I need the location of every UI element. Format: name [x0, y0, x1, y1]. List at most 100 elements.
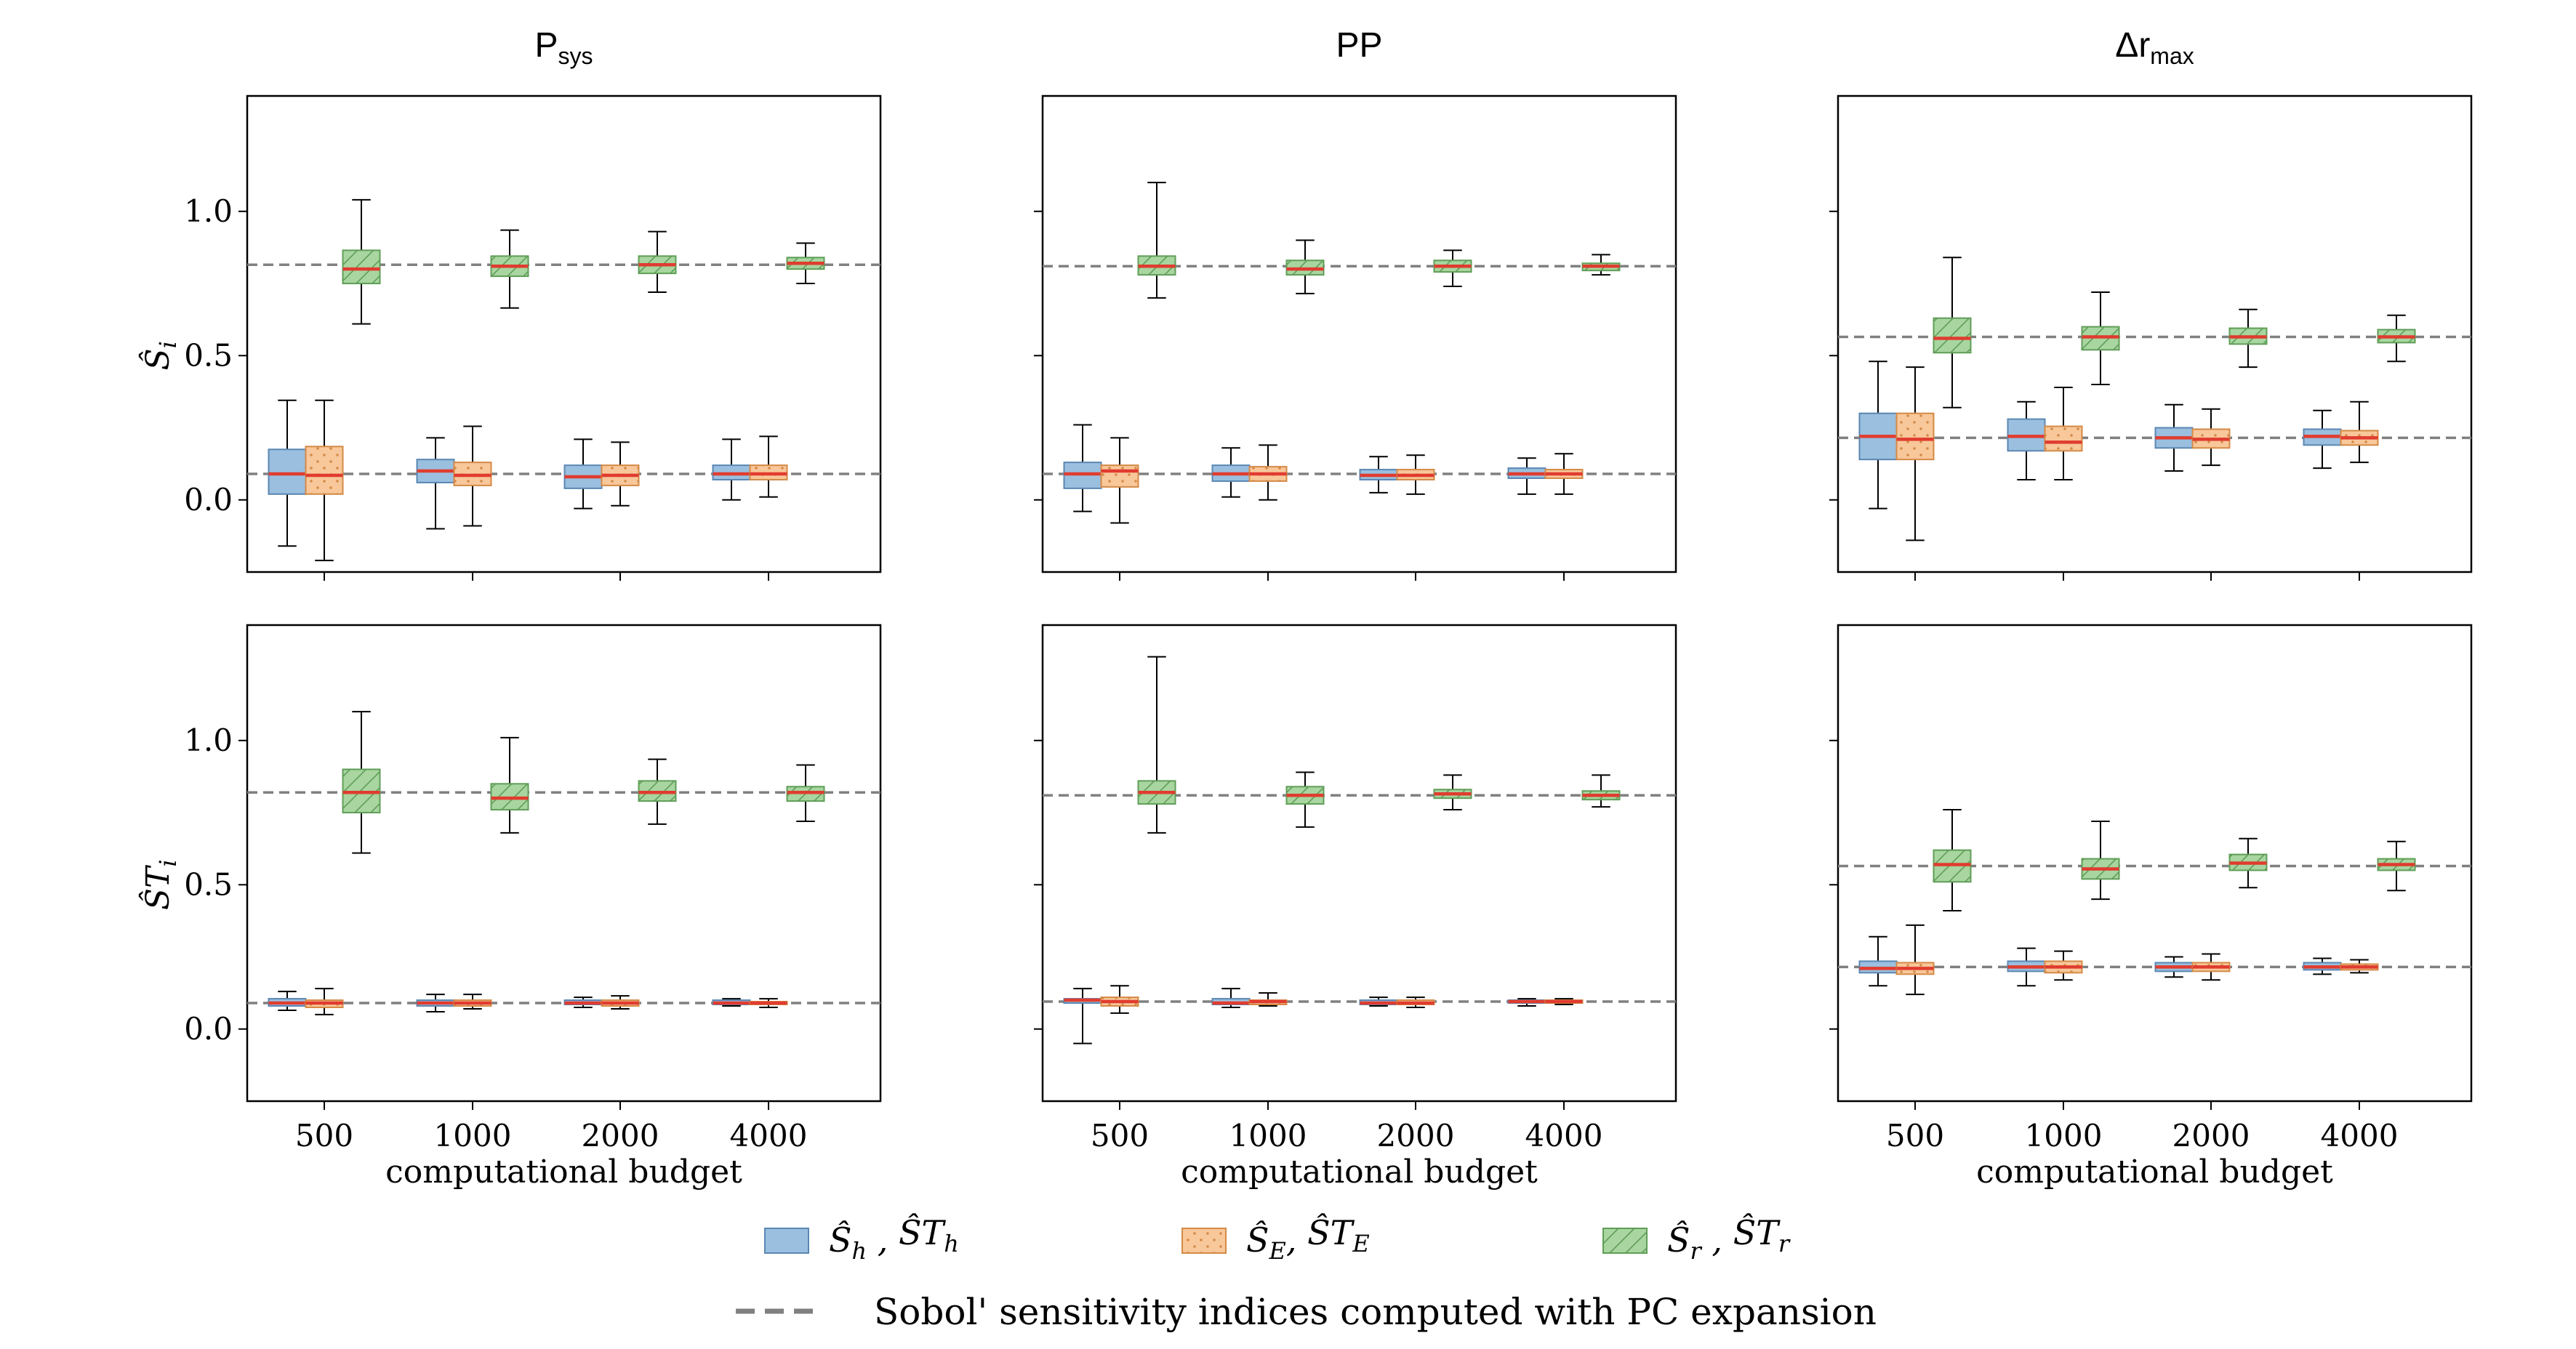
box-h-2000	[2154, 956, 2194, 978]
box-h-4000	[712, 998, 751, 1007]
box-r-500	[1933, 809, 1972, 911]
box-E-4000	[2340, 959, 2379, 974]
box-r-2000	[1433, 249, 1472, 287]
y-tick-label: 0.0	[184, 1011, 233, 1047]
legend-label-subscript: h	[944, 1230, 959, 1257]
box-hatch	[1896, 413, 1934, 460]
box-hatch	[305, 446, 343, 494]
legend-swatch	[765, 1228, 808, 1253]
panel-frame	[1041, 94, 1677, 573]
box-E-1000	[1248, 444, 1288, 501]
box-E-4000	[1544, 453, 1584, 495]
box-h-500	[1063, 424, 1102, 512]
panel-frame	[1041, 624, 1677, 1103]
box-h-1000	[416, 437, 455, 530]
box-r-1000	[1285, 771, 1325, 828]
x-tick-label: 4000	[2321, 1118, 2399, 1153]
legend-entry-r: Ŝr , ŜTr	[1602, 1212, 1791, 1265]
box-r-500	[342, 198, 381, 325]
x-tick-label: 500	[1886, 1118, 1944, 1153]
legend-label-part: ŜT	[1733, 1212, 1781, 1252]
y-tick-label: 1.0	[184, 193, 233, 229]
legend-label-subscript: h	[852, 1237, 867, 1265]
column-title-main: P	[534, 26, 558, 65]
x-tick-label: 500	[1091, 1118, 1149, 1153]
box-E-2000	[601, 441, 640, 507]
legend-label-part: ŜT	[1307, 1212, 1355, 1252]
legend-label-subscript: E	[1269, 1237, 1286, 1265]
box-r-4000	[786, 242, 825, 285]
box-E-500	[305, 399, 344, 562]
box-h-1000	[416, 994, 455, 1012]
box-E-500	[1895, 924, 1935, 996]
box-r-2000	[638, 230, 677, 293]
box-r-500	[1137, 182, 1176, 299]
box-outline	[1100, 464, 1139, 488]
box-r-2000	[1433, 774, 1472, 811]
box-E-1000	[453, 994, 492, 1010]
panel-frame	[246, 624, 882, 1103]
box-hatch	[2045, 426, 2082, 451]
x-axis-label: computational budget	[385, 1153, 742, 1191]
box-r-1000	[490, 229, 529, 309]
box-h-4000	[1507, 457, 1546, 495]
legend-swatch-hatch	[1182, 1228, 1226, 1253]
x-tick-label: 1000	[2025, 1118, 2103, 1153]
box-outline	[1933, 317, 1972, 354]
x-tick-label: 4000	[1525, 1118, 1603, 1153]
legend-label-part: Ŝ	[1246, 1220, 1269, 1260]
column-title-main: PP	[1336, 26, 1382, 65]
panel-1-0: 0.0 0.5 1.0 500 1000 2000 4000	[184, 624, 882, 1153]
box-E-500	[305, 988, 344, 1015]
box-r-1000	[2081, 820, 2120, 901]
box-r-2000	[2228, 308, 2268, 369]
legend-label-part: Ŝ	[1667, 1220, 1690, 1260]
box-r-1000	[1285, 239, 1325, 294]
box-outline	[1895, 412, 1935, 461]
box-h-500	[268, 399, 307, 547]
row-y-label-subscript: i	[154, 341, 182, 348]
legend-entry-E: ŜE, ŜTE	[1181, 1212, 1370, 1265]
box-h-2000	[563, 438, 603, 510]
x-tick-label: 2000	[2172, 1118, 2250, 1153]
box-h-4000	[2303, 409, 2342, 470]
legend-label-part: ŜT	[899, 1212, 947, 1252]
box-r-2000	[638, 758, 677, 825]
legend-swatch-hatch	[1603, 1228, 1647, 1253]
box-hatch	[1101, 465, 1139, 487]
legend-label-part: ,	[1701, 1220, 1733, 1260]
column-title: PP	[1336, 26, 1382, 65]
panel-1-2: 500 1000 2000 4000	[1829, 624, 2473, 1153]
box-h-4000	[1507, 998, 1546, 1007]
box-E-2000	[601, 995, 640, 1010]
box-r-4000	[786, 764, 825, 822]
box-h-500	[1858, 935, 1898, 987]
row-y-label-subscript: i	[154, 859, 182, 866]
box-r-4000	[2377, 314, 2416, 363]
box-r-4000	[1581, 254, 1621, 276]
box-r-4000	[2377, 840, 2416, 892]
legend-label-subscript: r	[1778, 1230, 1791, 1257]
panel-frame	[1837, 94, 2473, 573]
x-tick-label: 2000	[582, 1118, 659, 1153]
legend-reference-label: Sobol' sensitivity indices computed with…	[874, 1291, 1877, 1333]
box-E-1000	[2044, 950, 2083, 981]
box-E-500	[1100, 985, 1139, 1014]
box-h-1000	[2007, 400, 2046, 480]
y-tick-label: 1.0	[184, 722, 233, 758]
legend-entry-reference: Sobol' sensitivity indices computed with…	[736, 1291, 1877, 1333]
box-body	[268, 449, 306, 494]
box-r-1000	[2081, 291, 2120, 385]
column-title-subscript: sys	[558, 43, 593, 69]
column-title-main: Δr	[2115, 26, 2150, 65]
panel-frame	[1837, 624, 2473, 1103]
panel-frame	[246, 94, 882, 573]
box-h-4000	[2303, 957, 2342, 975]
legend-entry-h: Ŝh , ŜTh	[764, 1212, 959, 1265]
legend-label-part: ,	[867, 1220, 899, 1260]
box-h-1000	[2007, 947, 2046, 987]
box-E-2000	[1396, 454, 1435, 495]
box-r-2000	[2228, 837, 2268, 889]
row-y-label: Ŝi	[138, 341, 182, 370]
